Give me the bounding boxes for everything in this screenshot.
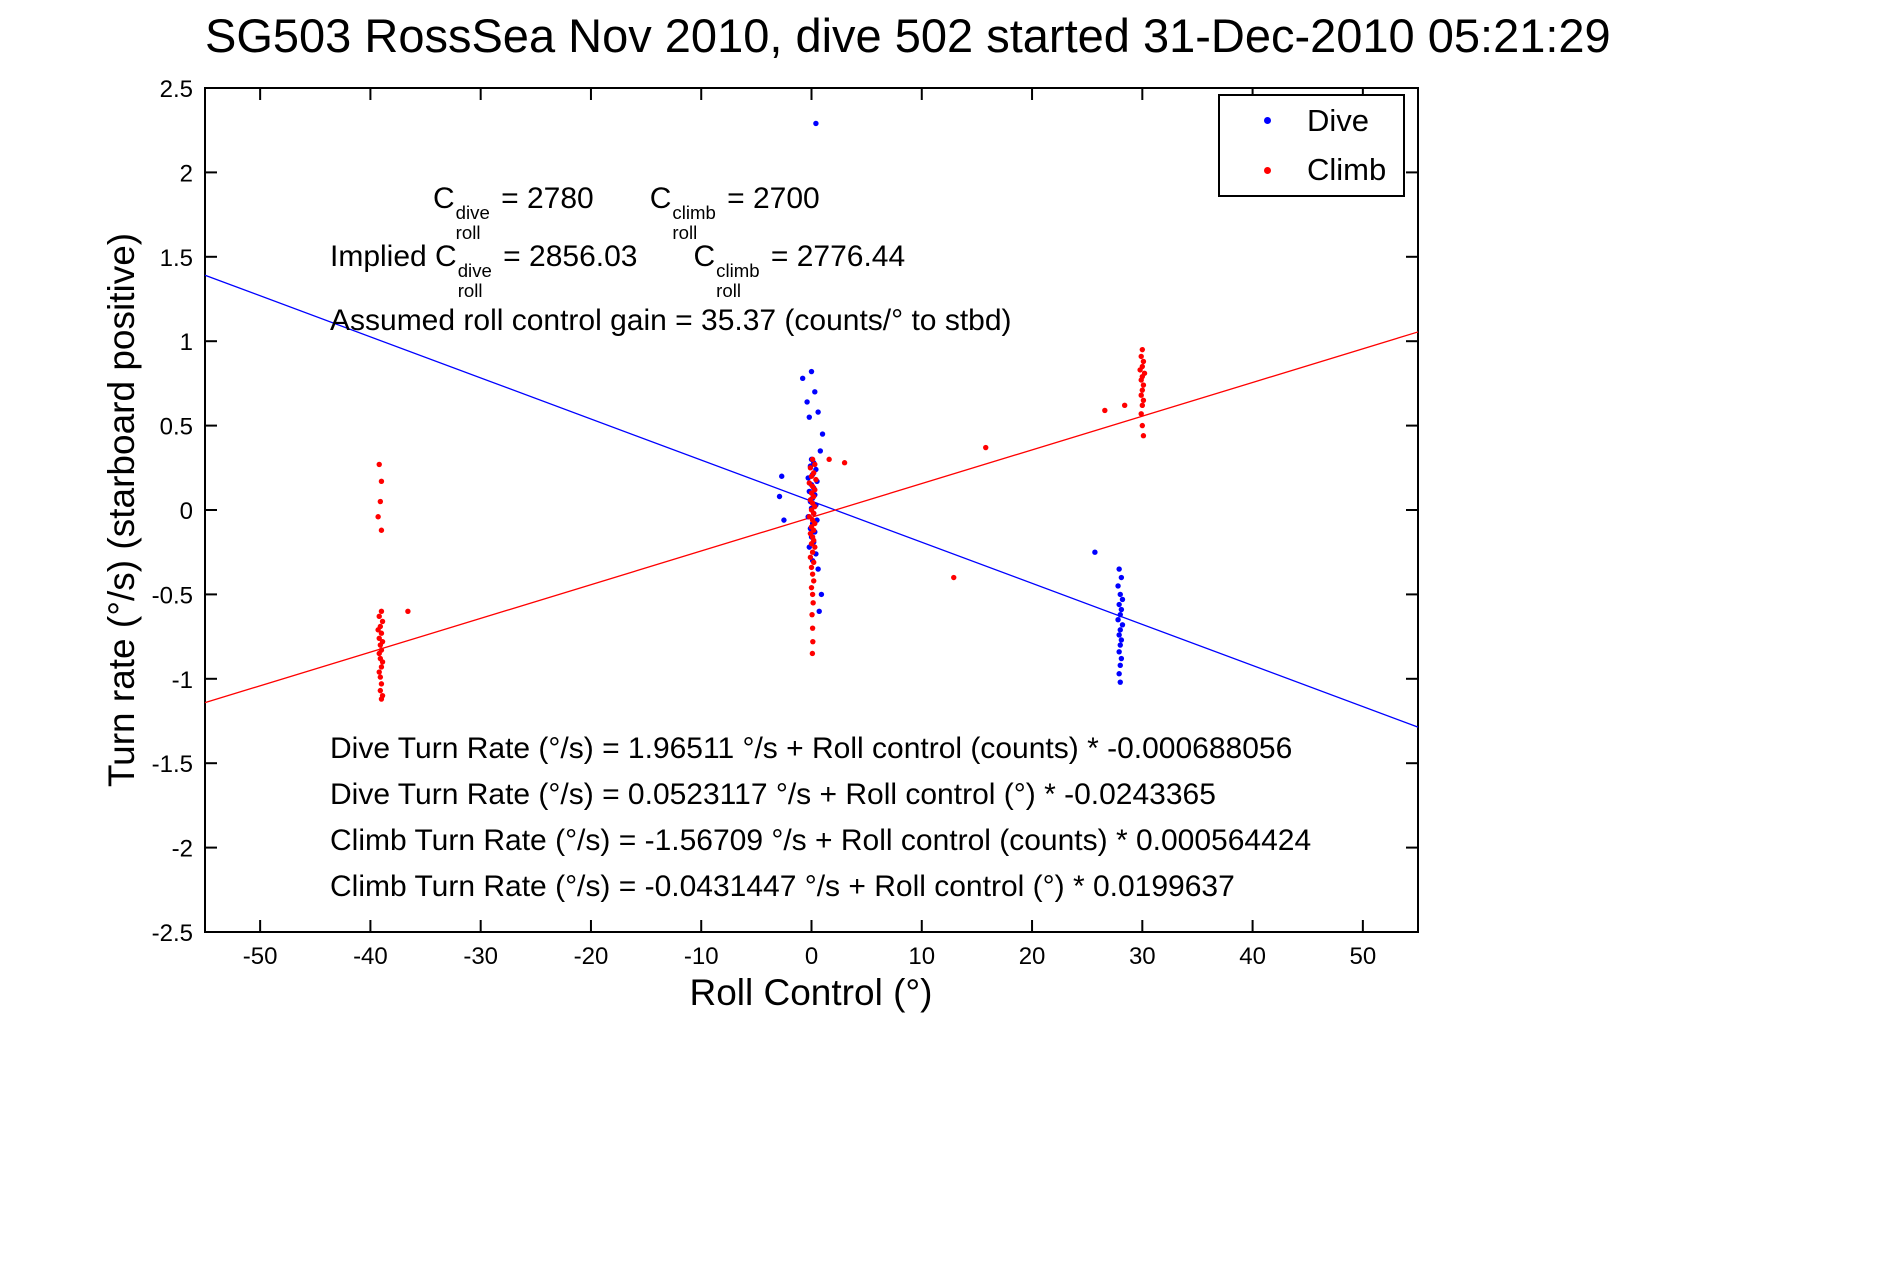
c-supsub: climb roll <box>672 203 715 242</box>
svg-text:-10: -10 <box>684 943 719 970</box>
legend-item-climb: Climb <box>1220 146 1403 194</box>
svg-text:-1.5: -1.5 <box>152 751 193 778</box>
svg-text:1.5: 1.5 <box>160 245 193 272</box>
svg-text:-2.5: -2.5 <box>152 920 193 947</box>
svg-text:30: 30 <box>1129 943 1156 970</box>
svg-text:1: 1 <box>180 329 193 356</box>
svg-text:10: 10 <box>908 943 935 970</box>
svg-text:-30: -30 <box>463 943 498 970</box>
svg-text:-2: -2 <box>172 836 193 863</box>
chart-title: SG503 RossSea Nov 2010, dive 502 started… <box>205 9 1611 62</box>
c-eq: = 2776.44 <box>762 240 906 273</box>
legend-label-dive: Dive <box>1307 102 1370 138</box>
svg-text:0.5: 0.5 <box>160 414 193 441</box>
svg-text:-40: -40 <box>353 943 388 970</box>
c-eq: = 2780 <box>492 182 594 215</box>
climb-marker-icon <box>1264 166 1271 174</box>
svg-text:0: 0 <box>805 943 818 970</box>
c-base: C <box>433 182 455 215</box>
equation-dive-degrees: Dive Turn Rate (°/s) = 0.0523117 °/s + R… <box>330 778 1216 811</box>
dive-marker-icon <box>1264 117 1271 125</box>
implied-prefix: Implied <box>330 240 436 273</box>
c-sup: climb <box>716 260 760 281</box>
c-sub: roll <box>455 221 481 243</box>
c-sub: roll <box>716 279 741 301</box>
svg-text:-1: -1 <box>172 667 193 694</box>
svg-text:0: 0 <box>180 498 193 525</box>
c-sub: roll <box>457 279 483 301</box>
svg-text:50: 50 <box>1350 943 1377 970</box>
c-sup: dive <box>457 260 492 281</box>
legend: Dive Climb <box>1218 94 1405 197</box>
svg-text:-0.5: -0.5 <box>152 582 193 609</box>
c-sub: roll <box>672 221 698 243</box>
c-eq: = 2856.03 <box>494 240 638 273</box>
c-base: C <box>649 182 672 215</box>
svg-text:2.5: 2.5 <box>160 76 193 103</box>
c-base: C <box>693 240 716 273</box>
c-supsub: climb roll <box>716 261 759 300</box>
c-supsub: dive roll <box>458 261 492 300</box>
annotation-roll-gain: Assumed roll control gain = 35.37 (count… <box>330 304 1012 337</box>
equation-climb-degrees: Climb Turn Rate (°/s) = -0.0431447 °/s +… <box>330 870 1235 903</box>
svg-text:40: 40 <box>1239 943 1266 970</box>
svg-text:2: 2 <box>180 160 193 187</box>
c-sup: climb <box>672 202 716 223</box>
fit-equations-block: Dive Turn Rate (°/s) = 1.96511 °/s + Rol… <box>330 726 1311 910</box>
svg-text:-20: -20 <box>574 943 609 970</box>
svg-text:20: 20 <box>1019 943 1046 970</box>
y-axis-label: Turn rate (°/s) (starboard positive) <box>101 232 142 788</box>
c-sup: dive <box>455 202 490 223</box>
legend-item-dive: Dive <box>1220 97 1403 145</box>
c-eq: = 2700 <box>718 182 820 215</box>
equation-climb-counts: Climb Turn Rate (°/s) = -1.56709 °/s + R… <box>330 824 1312 857</box>
legend-label-climb: Climb <box>1307 152 1387 188</box>
c-base: C <box>435 240 457 273</box>
svg-text:-50: -50 <box>243 943 278 970</box>
c-supsub: dive roll <box>456 203 490 242</box>
x-axis-label: Roll Control (°) <box>689 972 933 1013</box>
equation-dive-counts: Dive Turn Rate (°/s) = 1.96511 °/s + Rol… <box>330 732 1293 765</box>
